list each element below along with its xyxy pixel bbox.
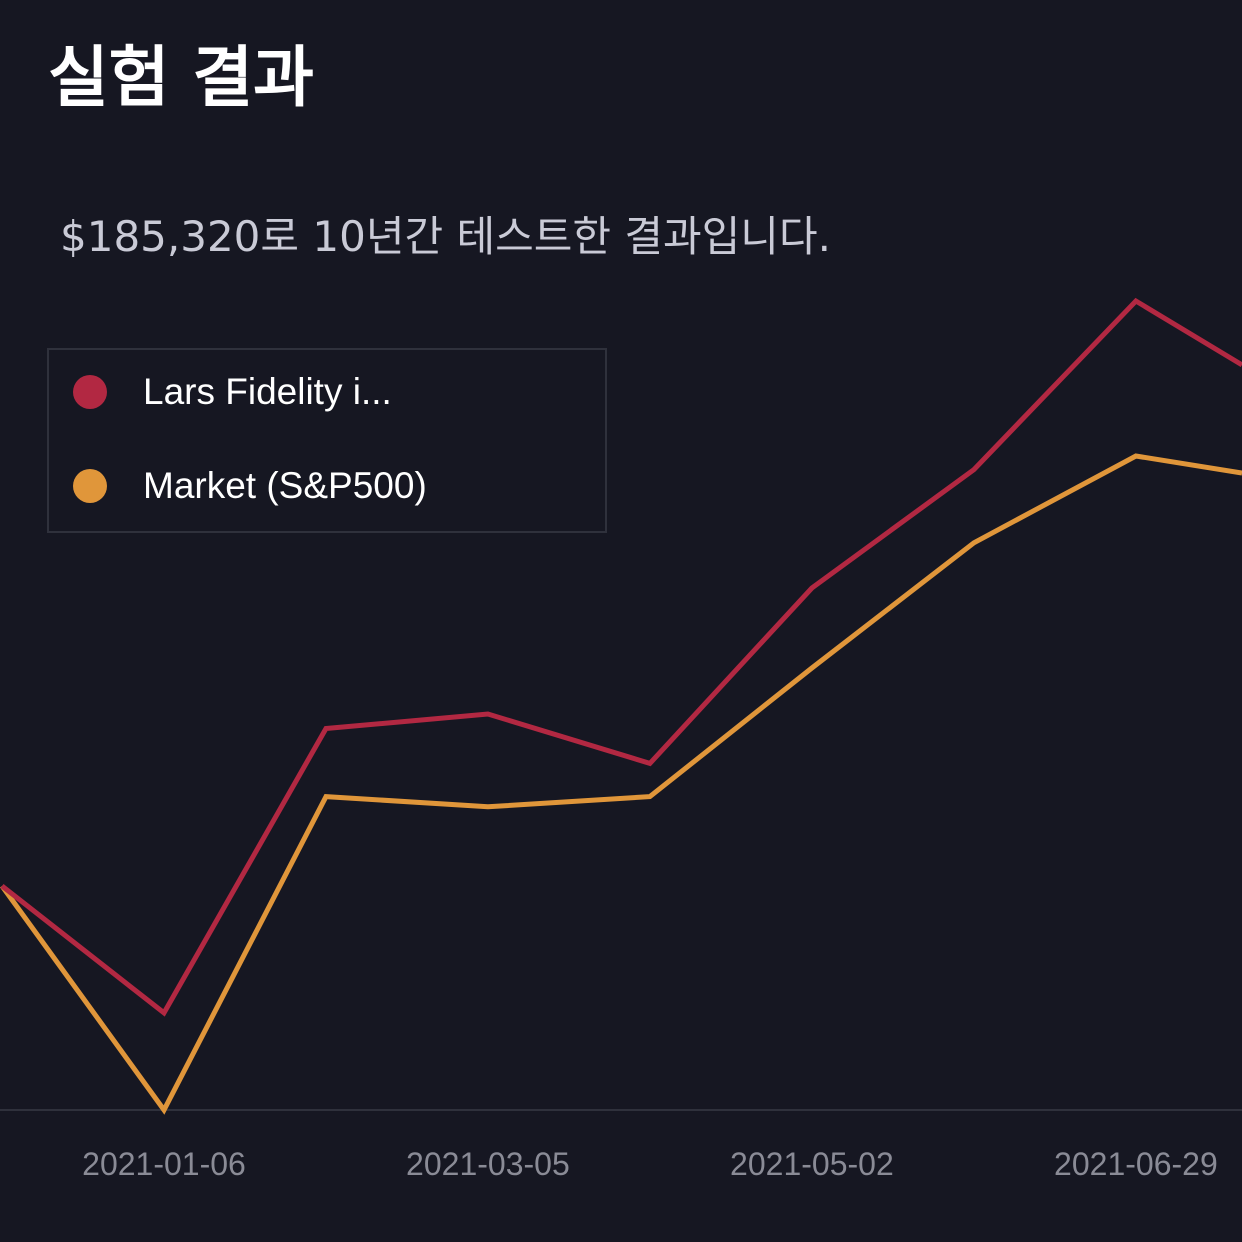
legend-label-series-1: Lars Fidelity i... (143, 371, 392, 412)
legend-marker-series-2 (73, 469, 107, 503)
legend-item-series-2[interactable]: Market (S&P500) (73, 461, 427, 511)
series-line-2 (0, 453, 1242, 1115)
x-tick-label: 2021-05-02 (730, 1146, 894, 1182)
legend-marker-series-1 (73, 375, 107, 409)
x-tick-label: 2021-03-05 (406, 1146, 570, 1182)
x-tick-label: 2021-01-06 (82, 1146, 246, 1182)
chart-legend: Lars Fidelity i... Market (S&P500) (47, 348, 607, 533)
page-title: 실험 결과 (48, 39, 314, 116)
page-subtitle: $185,320로 10년간 테스트한 결과입니다. (60, 212, 831, 261)
x-tick-label: 2021-06-29 (1054, 1146, 1218, 1182)
legend-label-series-2: Market (S&P500) (143, 465, 427, 506)
series-line-1 (0, 297, 1242, 1017)
legend-item-series-1[interactable]: Lars Fidelity i... (73, 367, 392, 417)
